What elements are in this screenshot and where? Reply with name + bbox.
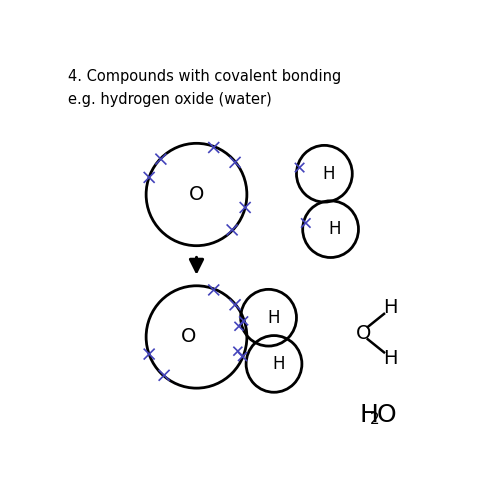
Text: H: H <box>383 298 397 317</box>
Text: 2: 2 <box>370 412 380 427</box>
Text: H: H <box>383 349 397 368</box>
Text: 4. Compounds with covalent bonding: 4. Compounds with covalent bonding <box>68 69 342 84</box>
Text: O: O <box>376 403 396 427</box>
Text: H: H <box>272 355 285 373</box>
Text: H: H <box>328 220 341 238</box>
Text: O: O <box>181 328 196 347</box>
Text: O: O <box>356 324 371 343</box>
Text: H: H <box>359 403 378 427</box>
Text: e.g. hydrogen oxide (water): e.g. hydrogen oxide (water) <box>68 92 272 108</box>
Text: H: H <box>322 165 335 183</box>
Text: H: H <box>267 309 280 327</box>
Text: O: O <box>189 185 204 204</box>
